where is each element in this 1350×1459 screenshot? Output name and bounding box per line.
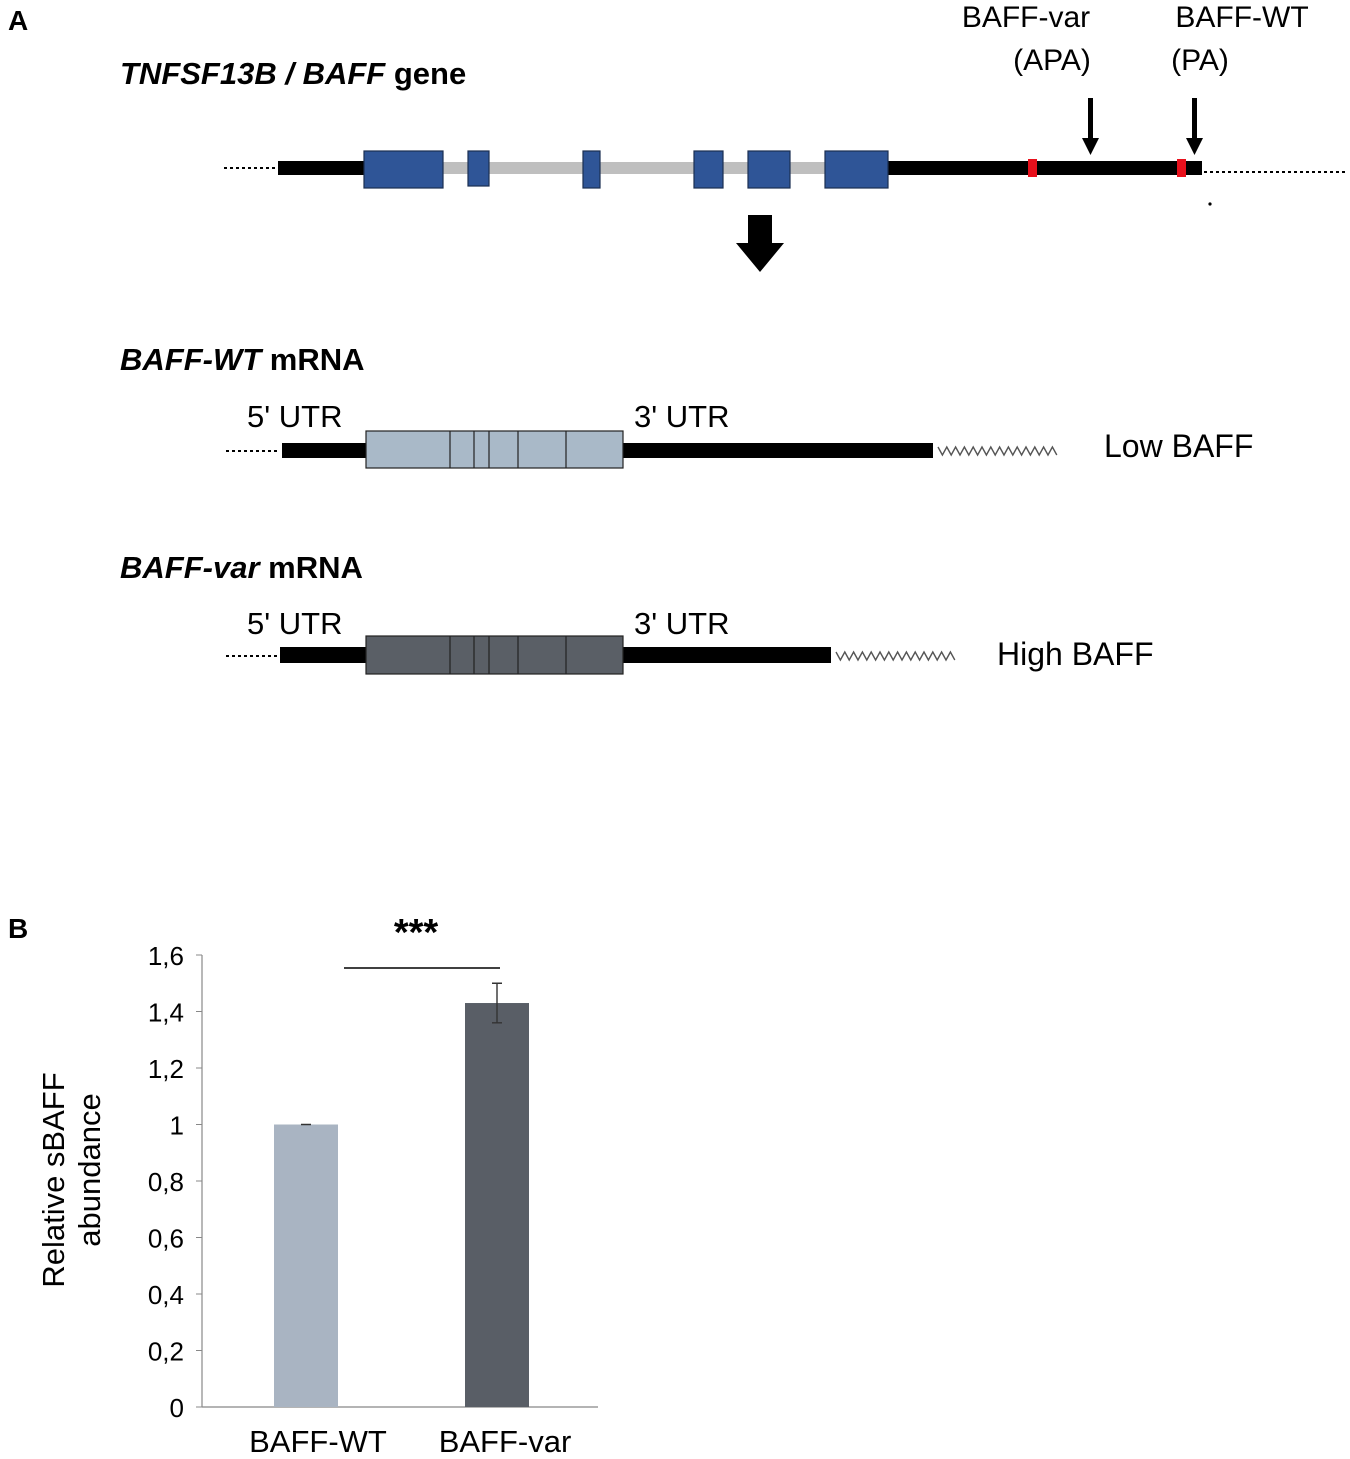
apa-site-label-line1: BAFF-var — [962, 1, 1090, 34]
gene-structure — [224, 150, 1348, 206]
bar-baff-wt — [274, 1124, 338, 1407]
y-tick-label: 0,4 — [148, 1280, 184, 1310]
apa-site-arrow — [1082, 98, 1099, 155]
y-axis-label-line1: Relative sBAFF — [36, 1072, 71, 1287]
panel-b-label: B — [8, 913, 28, 944]
y-tick-label: 0,8 — [148, 1167, 184, 1197]
exon-6 — [824, 150, 889, 189]
exon-5 — [747, 150, 791, 189]
var-mrna-title-italic: BAFF-var — [120, 550, 261, 585]
exon-4 — [693, 150, 724, 189]
var-polya-tail — [835, 650, 956, 662]
wt-mrna-title: BAFF-WT mRNA — [120, 342, 365, 377]
wt-polya-tail — [937, 445, 1058, 457]
significance-stars: *** — [394, 912, 439, 954]
stray-dot — [1208, 202, 1212, 206]
x-tick-label: BAFF-var — [439, 1424, 572, 1459]
exon-1 — [363, 150, 444, 189]
exon-2 — [467, 150, 490, 187]
var-utr3-label: 3' UTR — [634, 606, 729, 641]
error-bar-baff-var — [492, 982, 502, 1024]
gene-title: TNFSF13B / BAFF gene — [120, 56, 466, 91]
exon-3 — [582, 150, 601, 189]
wt-utr3-label: 3' UTR — [634, 399, 729, 434]
wt-coding-region — [365, 430, 624, 469]
wt-mrna-title-italic: BAFF-WT — [120, 342, 264, 377]
x-tick-labels: BAFF-WT BAFF-var — [249, 1424, 571, 1459]
y-tick-label: 0,6 — [148, 1224, 184, 1254]
y-tick-labels: 0 0,2 0,4 0,6 0,8 1 1,2 1,4 1,6 — [148, 941, 202, 1423]
gene-title-italic: TNFSF13B / BAFF — [120, 56, 386, 91]
panel-a-label: A — [8, 5, 28, 36]
wt-result-label: Low BAFF — [1104, 428, 1253, 464]
pa-site-label-line2: (PA) — [1171, 44, 1229, 77]
gene-5-flank — [278, 161, 366, 175]
y-tick-label: 1 — [170, 1111, 184, 1141]
y-tick-label: 1,4 — [148, 998, 184, 1028]
apa-signal-mark — [1028, 159, 1037, 177]
wt-mrna-structure — [226, 430, 1058, 469]
pa-site-arrow — [1186, 98, 1203, 155]
var-mrna-structure — [226, 635, 956, 675]
gene-title-rest: gene — [385, 56, 466, 91]
x-tick-label: BAFF-WT — [249, 1424, 387, 1459]
wt-utr5-label: 5' UTR — [247, 399, 342, 434]
var-utr5-label: 5' UTR — [247, 606, 342, 641]
y-tick-label: 1,2 — [148, 1054, 184, 1084]
apa-site-label-line2: (APA) — [1013, 44, 1091, 77]
bar-chart: Relative sBAFF abundance 0 0,2 0,4 0,6 0,8 1 1… — [36, 912, 598, 1459]
gene-3-utr — [886, 161, 1202, 175]
y-tick-label: 0,2 — [148, 1337, 184, 1367]
processing-arrow — [736, 215, 784, 272]
bars — [274, 982, 529, 1407]
var-mrna-title-rest: mRNA — [260, 550, 363, 585]
var-coding-region — [365, 635, 624, 675]
y-axis-label-line2: abundance — [72, 1093, 107, 1246]
bar-baff-var — [465, 1003, 529, 1407]
y-tick-label: 1,6 — [148, 941, 184, 971]
var-mrna-title: BAFF-var mRNA — [120, 550, 363, 585]
pa-site-label-line1: BAFF-WT — [1175, 1, 1308, 34]
intron-line — [440, 162, 830, 174]
y-tick-label: 0 — [170, 1393, 184, 1423]
wt-mrna-title-rest: mRNA — [261, 342, 364, 377]
var-result-label: High BAFF — [997, 636, 1153, 672]
pa-signal-mark — [1177, 159, 1186, 177]
